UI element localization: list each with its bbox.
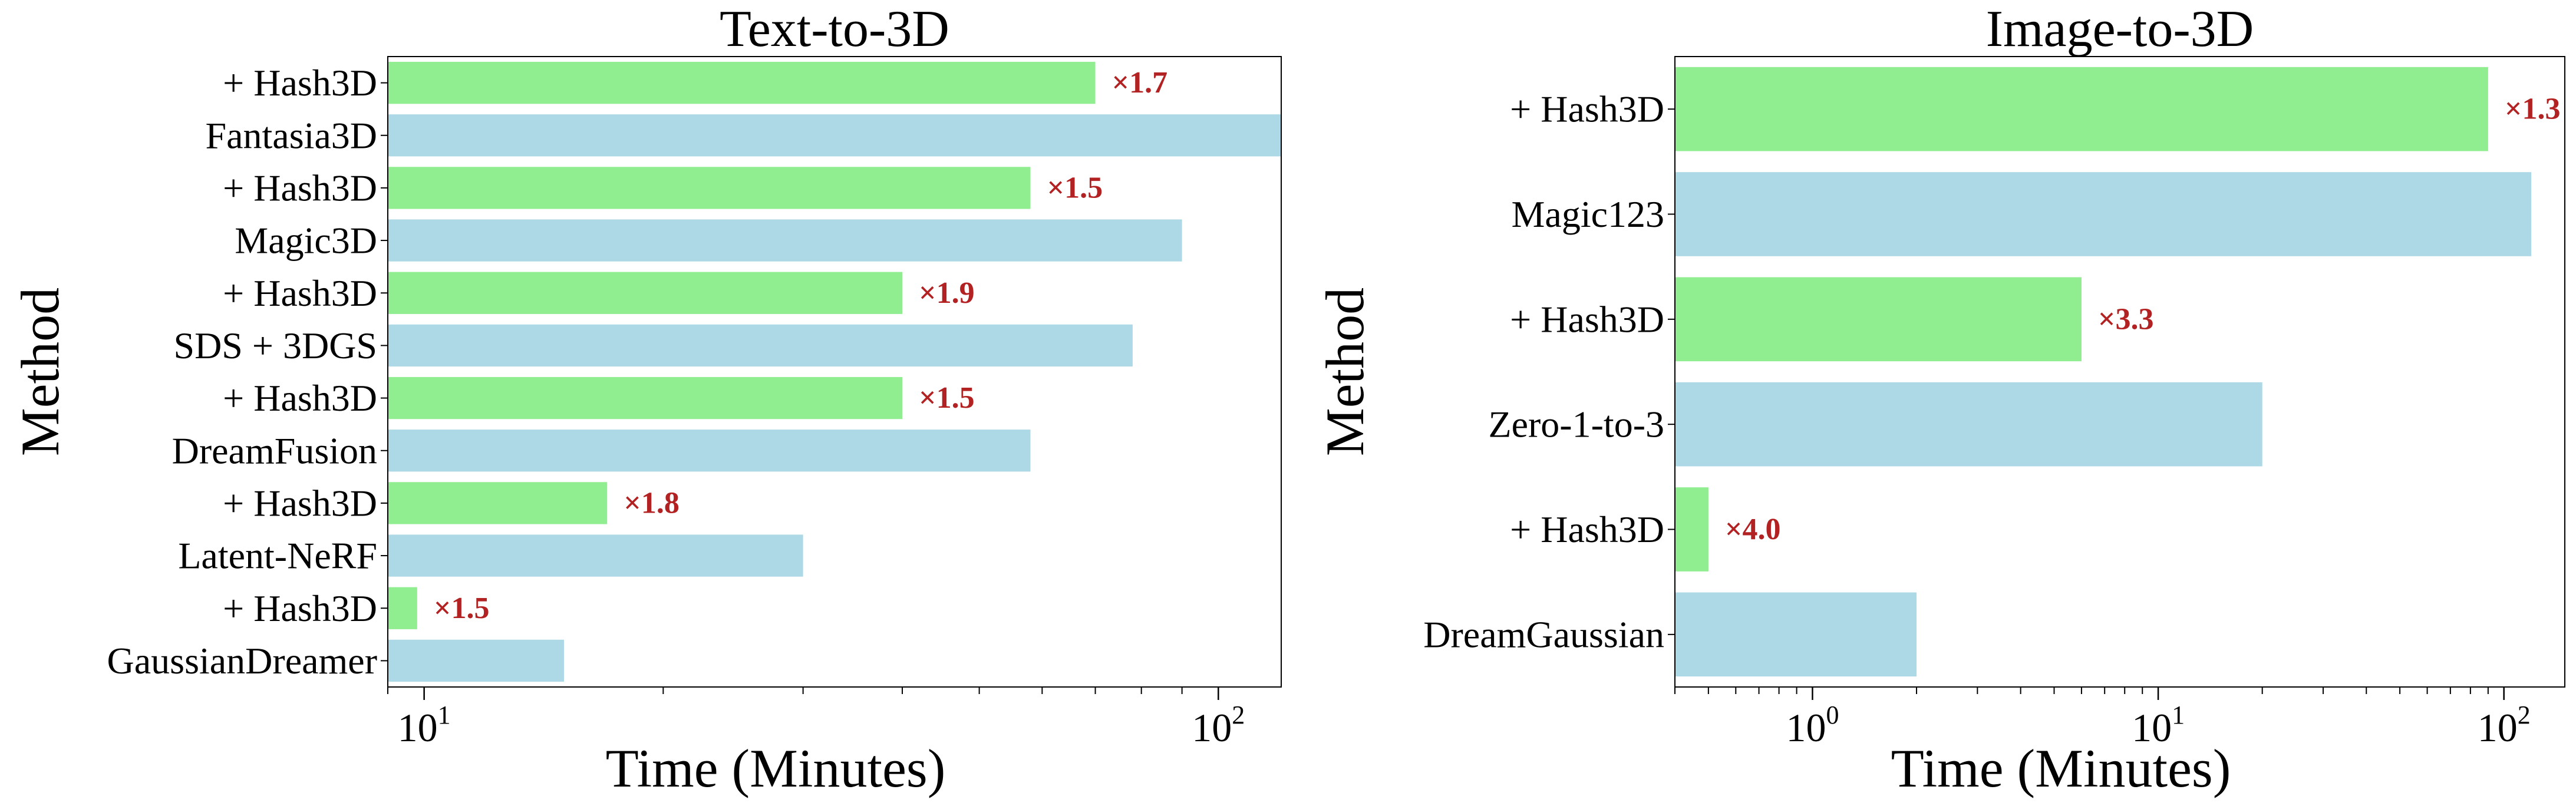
- y-tick-label: + Hash3D: [223, 62, 377, 104]
- y-tick-label: Magic3D: [235, 220, 377, 262]
- bar-hash3d-5: [388, 272, 903, 314]
- bar-hash3d-3: [1675, 277, 2082, 362]
- y-tick-label: Magic123: [1512, 193, 1665, 235]
- x-tick-label: 101: [2132, 701, 2185, 750]
- bar-hash3d-11: [388, 587, 417, 629]
- bar-hash3d-1: [1675, 67, 2488, 151]
- y-tick-label: Zero-1-to-3: [1488, 404, 1664, 445]
- speedup-label: ×4.0: [1725, 513, 1781, 546]
- y-tick-label: DreamFusion: [172, 430, 377, 471]
- y-tick-label: GaussianDreamer: [107, 640, 377, 682]
- y-tick-label: + Hash3D: [223, 167, 377, 209]
- bar-baseline-6: [1675, 592, 1917, 677]
- speedup-label: ×1.9: [919, 276, 975, 310]
- bar-hash3d-3: [388, 167, 1031, 209]
- bar-hash3d-9: [388, 482, 608, 524]
- bar-baseline-12: [388, 639, 564, 682]
- speedup-label: ×1.5: [1047, 171, 1103, 204]
- bar-baseline-6: [388, 324, 1133, 367]
- speedup-label: ×1.8: [624, 486, 680, 520]
- bar-baseline-4: [1675, 382, 2262, 467]
- x-axis-label: Time (Minutes): [1891, 738, 2231, 798]
- y-tick-label: + Hash3D: [223, 482, 377, 524]
- speedup-label: ×1.7: [1112, 66, 1168, 100]
- x-tick-label: 100: [1786, 701, 1839, 750]
- chart-title: Image-to-3D: [1986, 1, 2254, 58]
- bar-baseline-2: [388, 114, 1281, 157]
- y-tick-label: Latent-NeRF: [178, 535, 377, 577]
- speedup-label: ×3.3: [2098, 302, 2154, 336]
- chart-title: Text-to-3D: [720, 1, 949, 58]
- bar-hash3d-5: [1675, 487, 1708, 572]
- y-tick-label: + Hash3D: [1510, 88, 1664, 130]
- y-tick-label: + Hash3D: [1510, 298, 1664, 340]
- y-tick-label: DreamGaussian: [1423, 613, 1664, 655]
- chart-panel-2: + Hash3D ×1.3 Magic123 + Hash3D ×3.3 Zero-1-t…: [1315, 1, 2565, 798]
- x-tick-label: 102: [2478, 701, 2531, 750]
- x-tick-label: 102: [1192, 701, 1245, 750]
- y-tick-label: + Hash3D: [223, 272, 377, 314]
- x-tick-label: 101: [398, 701, 451, 750]
- plot-frame: [1674, 56, 2565, 688]
- bar-baseline-2: [1675, 172, 2532, 256]
- y-tick-label: + Hash3D: [223, 587, 377, 629]
- speedup-label: ×1.5: [434, 592, 490, 625]
- y-tick-label: SDS + 3DGS: [173, 325, 377, 366]
- bar-baseline-10: [388, 534, 803, 577]
- bar-hash3d-1: [388, 61, 1096, 104]
- bar-baseline-4: [388, 219, 1182, 262]
- bar-baseline-8: [388, 430, 1031, 472]
- plot-frame: [387, 56, 1282, 688]
- y-axis-label: Method: [1315, 288, 1375, 456]
- chart-panel-1: + Hash3D ×1.7 Fantasia3D + Hash3D ×1.5 Magic3…: [10, 1, 1282, 798]
- bar-hash3d-7: [388, 376, 903, 419]
- y-tick-label: Fantasia3D: [206, 114, 378, 156]
- speedup-label: ×1.5: [919, 381, 975, 415]
- y-tick-label: + Hash3D: [223, 377, 377, 419]
- speedup-label: ×1.3: [2505, 93, 2561, 126]
- y-tick-label: + Hash3D: [1510, 508, 1664, 550]
- y-axis-label: Method: [10, 288, 70, 456]
- x-axis-label: Time (Minutes): [606, 738, 946, 798]
